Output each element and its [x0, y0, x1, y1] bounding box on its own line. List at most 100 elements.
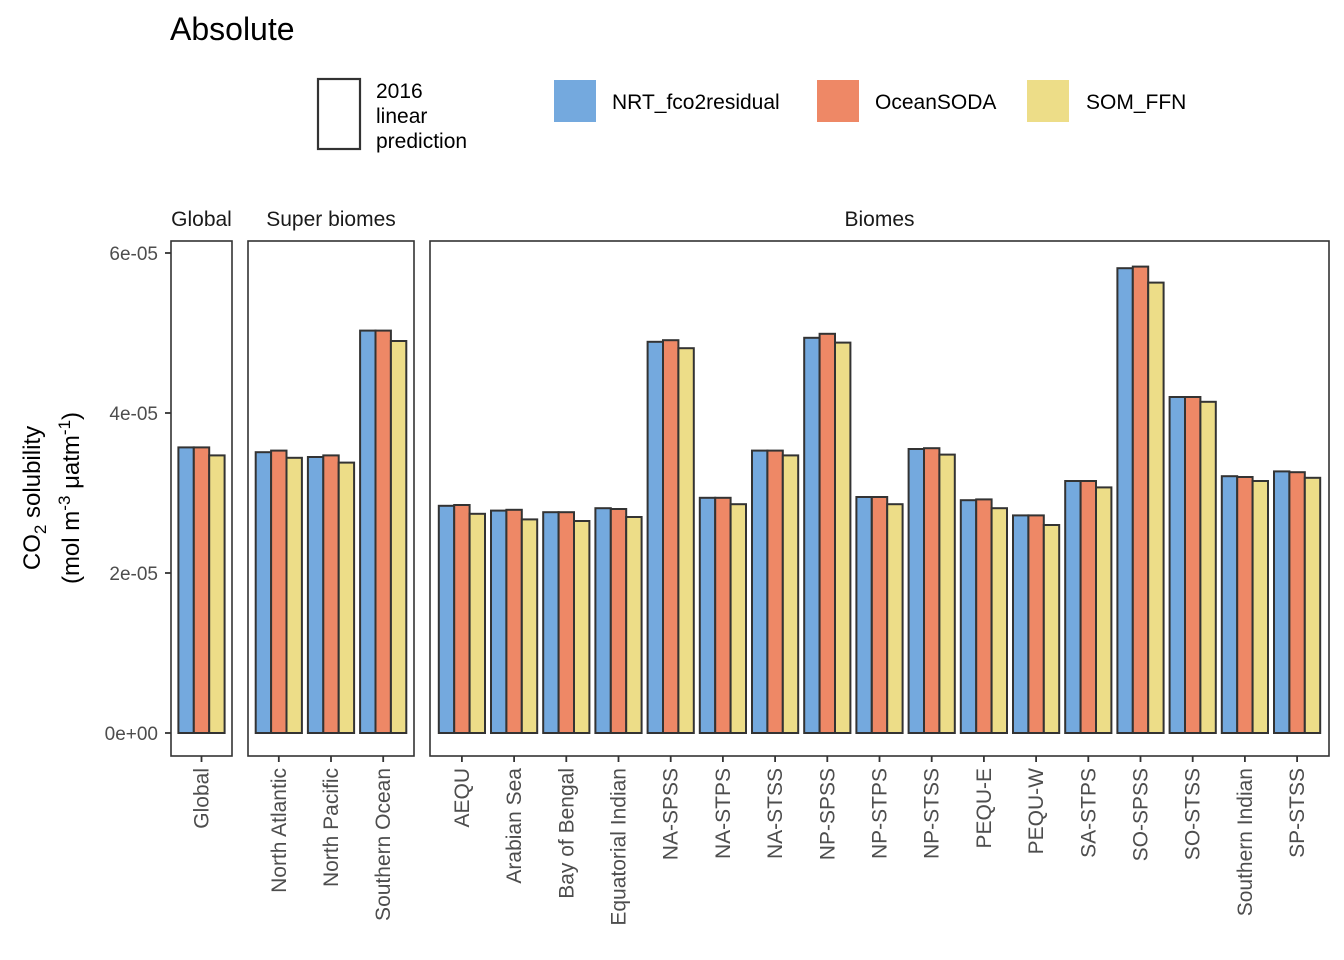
x-tick-label: Bay of Bengal	[555, 768, 578, 899]
bar-nrt-fco2residual	[907, 448, 925, 734]
bar-oceansoda	[1288, 471, 1306, 734]
panels: Global Global Super biomes North Atlantic No…	[170, 208, 1330, 926]
y-axis: 0e+00 2e-05 4e-05 6e-05	[105, 244, 171, 745]
legend-outline-label-3: prediction	[376, 130, 467, 153]
bar-oceansoda	[270, 449, 288, 734]
bar-oceansoda	[609, 508, 628, 734]
bar-som-ffn	[781, 454, 800, 734]
legend: 2016 linear prediction NRT_fco2residual …	[316, 77, 1186, 153]
x-tick-label: Global	[191, 768, 214, 829]
bar-som-ffn	[1199, 400, 1217, 734]
x-tick-label: NP-STSS	[921, 768, 944, 859]
bar-nrt-fco2residual	[1012, 514, 1030, 735]
bar-nrt-fco2residual	[306, 456, 325, 734]
bar-oceansoda	[1236, 476, 1254, 734]
bar-nrt-fco2residual	[490, 509, 508, 734]
bar-oceansoda	[1184, 396, 1202, 734]
bar-nrt-fco2residual	[1116, 267, 1134, 734]
bar-oceansoda	[505, 508, 523, 734]
bar-nrt-fco2residual	[698, 496, 717, 734]
bar-som-ffn	[990, 507, 1008, 735]
chart-title: Absolute	[170, 11, 295, 47]
y-axis-title-line-2: (mol m-3 μatm-1)	[55, 412, 85, 584]
x-tick-label: SO-STSS	[1182, 768, 1205, 860]
legend-outline-label-2: linear	[376, 105, 427, 128]
panel-super-biomes: Super biomes North Atlantic North Pacific S…	[247, 208, 415, 921]
bar-nrt-fco2residual	[1220, 475, 1239, 734]
bar-oceansoda	[192, 446, 211, 734]
legend-key-somffn	[1027, 80, 1069, 122]
y-axis-title: CO2 solubility (mol m-3 μatm-1)	[19, 412, 85, 584]
bar-som-ffn	[1251, 480, 1269, 734]
bar-nrt-fco2residual	[959, 499, 978, 735]
x-tick-label: Arabian Sea	[503, 768, 526, 884]
x-tick-label: NA-STPS	[712, 768, 735, 859]
bar-nrt-fco2residual	[646, 340, 664, 734]
bar-som-ffn	[938, 453, 956, 734]
bar-oceansoda	[870, 496, 889, 734]
x-tick-label: NP-STPS	[869, 768, 892, 859]
panel-biomes: Biomes AEQU Arabian Sea Bay of Bengal Equato…	[429, 208, 1330, 926]
legend-outline-label-1: 2016	[376, 80, 423, 103]
bar-nrt-fco2residual	[254, 451, 273, 734]
bar-oceansoda	[923, 447, 941, 734]
legend-label-nrt: NRT_fco2residual	[612, 91, 780, 114]
x-tick-label: NA-SPSS	[660, 768, 683, 860]
panel-strip-label: Biomes	[844, 208, 914, 231]
bar-nrt-fco2residual	[594, 507, 612, 735]
x-tick-label: PEQU-W	[1025, 768, 1048, 855]
x-tick-label: SO-SPSS	[1130, 768, 1153, 861]
bar-oceansoda	[557, 511, 575, 735]
y-tick-label: 4e-05	[109, 404, 158, 425]
bar-som-ffn	[208, 454, 226, 734]
bar-som-ffn	[1303, 476, 1322, 734]
x-tick-label: AEQU	[451, 768, 474, 828]
bar-oceansoda	[1131, 265, 1150, 734]
x-tick-label: NA-STSS	[764, 768, 787, 859]
bar-som-ffn	[1147, 281, 1165, 734]
bar-oceansoda	[1027, 514, 1045, 735]
legend-key-nrt	[554, 80, 596, 122]
bar-nrt-fco2residual	[437, 504, 456, 734]
y-tick-label: 0e+00	[105, 724, 158, 745]
x-tick-label: Southern Indian	[1234, 768, 1257, 916]
bar-nrt-fco2residual	[1273, 470, 1291, 734]
bar-som-ffn	[389, 340, 408, 734]
bar-som-ffn	[729, 503, 747, 735]
legend-outline-key	[316, 77, 362, 151]
y-tick-label: 2e-05	[109, 564, 158, 585]
bar-som-ffn	[573, 520, 591, 734]
bar-som-ffn	[677, 347, 695, 734]
x-tick-label: SA-STPS	[1077, 768, 1100, 858]
legend-label-somffn: SOM_FFN	[1086, 91, 1186, 114]
bar-oceansoda	[453, 504, 471, 734]
legend-label-oceansoda: OceanSODA	[875, 91, 996, 114]
bar-som-ffn	[520, 518, 539, 735]
panel-global: Global Global	[170, 208, 233, 829]
bar-som-ffn	[834, 341, 852, 734]
bar-nrt-fco2residual	[177, 446, 195, 734]
x-tick-label: PEQU-E	[973, 768, 996, 849]
legend-key-oceansoda	[817, 80, 859, 122]
bar-som-ffn	[1095, 486, 1113, 734]
x-tick-label: NP-SPSS	[816, 768, 839, 860]
bar-som-ffn	[1042, 524, 1061, 734]
bar-som-ffn	[285, 456, 303, 734]
bar-oceansoda	[766, 449, 784, 734]
bar-som-ffn	[886, 503, 904, 735]
panel-strip-label: Global	[171, 208, 232, 231]
bar-nrt-fco2residual	[542, 511, 560, 735]
bar-oceansoda	[322, 454, 340, 734]
bar-som-ffn	[337, 461, 356, 734]
bar-nrt-fco2residual	[855, 496, 873, 734]
x-tick-label: North Atlantic	[268, 768, 291, 893]
bar-som-ffn	[468, 512, 487, 734]
x-tick-label: SP-STSS	[1286, 768, 1309, 858]
y-axis-title-line-1: CO2 solubility	[19, 426, 50, 570]
bar-oceansoda	[662, 339, 680, 734]
x-tick-label: Equatorial Indian	[608, 768, 631, 926]
x-tick-label: North Pacific	[320, 768, 343, 887]
bar-nrt-fco2residual	[751, 449, 769, 734]
bar-oceansoda	[374, 329, 392, 734]
